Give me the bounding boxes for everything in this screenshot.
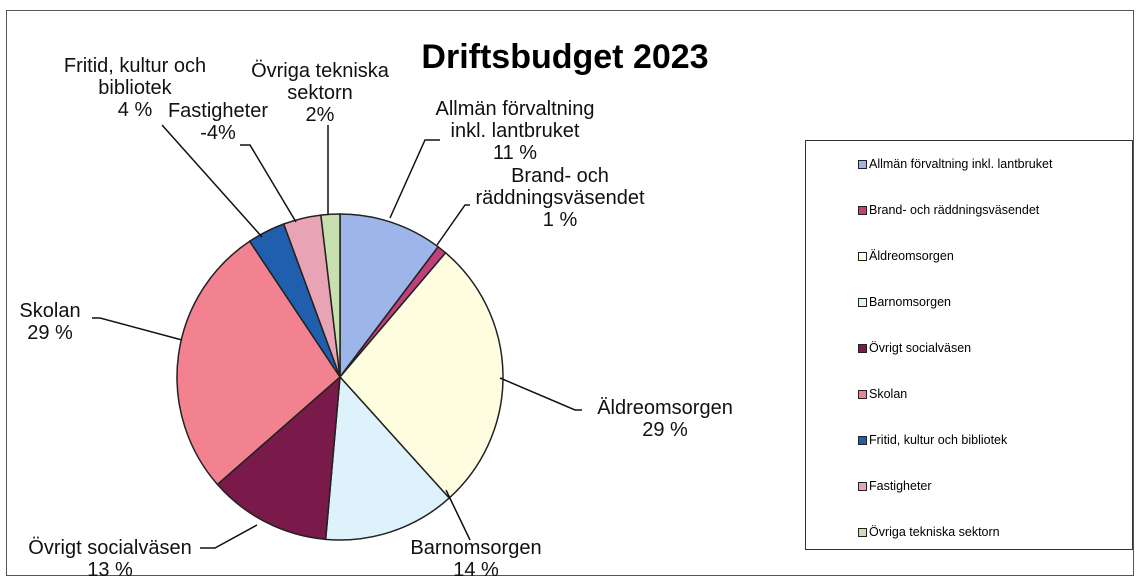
- data-label: Övrigt socialväsen 13 %: [0, 537, 220, 581]
- label-name: Övrigt socialväsen: [28, 537, 192, 559]
- legend-label: Äldreomsorgen: [869, 249, 954, 263]
- label-name: Skolan: [19, 300, 81, 322]
- legend-label: Skolan: [869, 387, 908, 401]
- pie-slice: [324, 375, 451, 541]
- legend-swatch: [858, 297, 867, 307]
- label-value: 29 %: [642, 419, 688, 441]
- legend-swatch: [858, 251, 867, 261]
- data-label: Fritid, kultur och bibliotek 4 %: [48, 55, 223, 121]
- label-name: Fastigheter: [167, 100, 269, 122]
- legend-entry: Övrigt socialväsen: [858, 341, 971, 355]
- leader-line: [161, 124, 263, 238]
- legend-label: Övrigt socialväsen: [869, 341, 972, 355]
- legend-entry: Allmän förvaltning inkl. lantbruket: [858, 157, 1052, 171]
- label-value: -4%: [200, 122, 236, 144]
- leader-line: [499, 377, 582, 411]
- legend-swatch: [858, 389, 867, 399]
- label-name: Fritid, kultur och bibliotek: [63, 55, 207, 99]
- legend-swatch: [858, 205, 867, 215]
- label-value: 1 %: [542, 209, 578, 231]
- chart-frame: [6, 10, 1134, 576]
- data-label: Övriga tekniska sektorn 2%: [240, 60, 400, 126]
- pie-slice: [216, 375, 341, 541]
- label-name: Allmän förvaltning inkl. lantbruket: [435, 98, 595, 142]
- legend-entry: Övriga tekniska sektorn: [858, 525, 1000, 539]
- label-value: 13 %: [87, 559, 133, 581]
- label-name: Brand- och räddningsväsendet: [475, 165, 645, 209]
- legend-entry: Skolan: [858, 387, 907, 401]
- pie-slice: [176, 240, 341, 486]
- label-name: Övriga tekniska sektorn: [251, 60, 389, 104]
- data-label: Allmän förvaltning inkl. lantbruket 11 %: [418, 98, 613, 164]
- data-label: Fastigheter -4%: [158, 100, 278, 144]
- legend-entry: Barnomsorgen: [858, 295, 951, 309]
- leader-line: [200, 524, 258, 549]
- legend-label: Fritid, kultur och bibliotek: [869, 433, 1008, 447]
- leader-line: [445, 489, 471, 541]
- legend-swatch: [858, 481, 867, 491]
- label-value: 29 %: [27, 322, 73, 344]
- data-label: Skolan 29 %: [5, 300, 95, 344]
- pie-slice: [320, 213, 341, 378]
- label-value: 4 %: [117, 99, 153, 121]
- legend-swatch: [858, 527, 867, 537]
- pie-slice: [339, 213, 440, 380]
- legend-swatch: [858, 159, 867, 169]
- legend-entry: Brand- och räddningsväsendet: [858, 203, 1039, 217]
- label-name: Äldreomsorgen: [597, 397, 733, 419]
- legend-label: Brand- och räddningsväsendet: [869, 203, 1040, 217]
- data-label: Barnomsorgen 14 %: [376, 537, 576, 581]
- legend-label: Allmän förvaltning inkl. lantbruket: [869, 157, 1053, 171]
- legend: Allmän förvaltning inkl. lantbruket Brand…: [805, 140, 1133, 550]
- data-label: Äldreomsorgen 29 %: [565, 397, 765, 441]
- label-value: 2%: [305, 104, 335, 126]
- label-value: 11 %: [492, 142, 538, 164]
- legend-label: Fastigheter: [869, 479, 932, 493]
- label-name: Barnomsorgen: [410, 537, 542, 559]
- leader-line: [436, 204, 470, 246]
- label-value: 14 %: [453, 559, 499, 581]
- legend-swatch: [858, 435, 867, 445]
- legend-entry: Fritid, kultur och bibliotek: [858, 433, 1007, 447]
- leader-line: [92, 317, 183, 341]
- chart-title: Driftsbudget 2023: [421, 38, 709, 76]
- legend-entry: Äldreomsorgen: [858, 249, 954, 263]
- leader-line: [240, 144, 297, 223]
- leader-line: [389, 139, 440, 219]
- legend-swatch: [858, 343, 867, 353]
- legend-label: Övriga tekniska sektorn: [869, 525, 1000, 539]
- data-label: Brand- och räddningsväsendet 1 %: [460, 165, 660, 231]
- legend-label: Barnomsorgen: [869, 295, 951, 309]
- pie-slice: [339, 251, 504, 500]
- legend-entry: Fastigheter: [858, 479, 932, 493]
